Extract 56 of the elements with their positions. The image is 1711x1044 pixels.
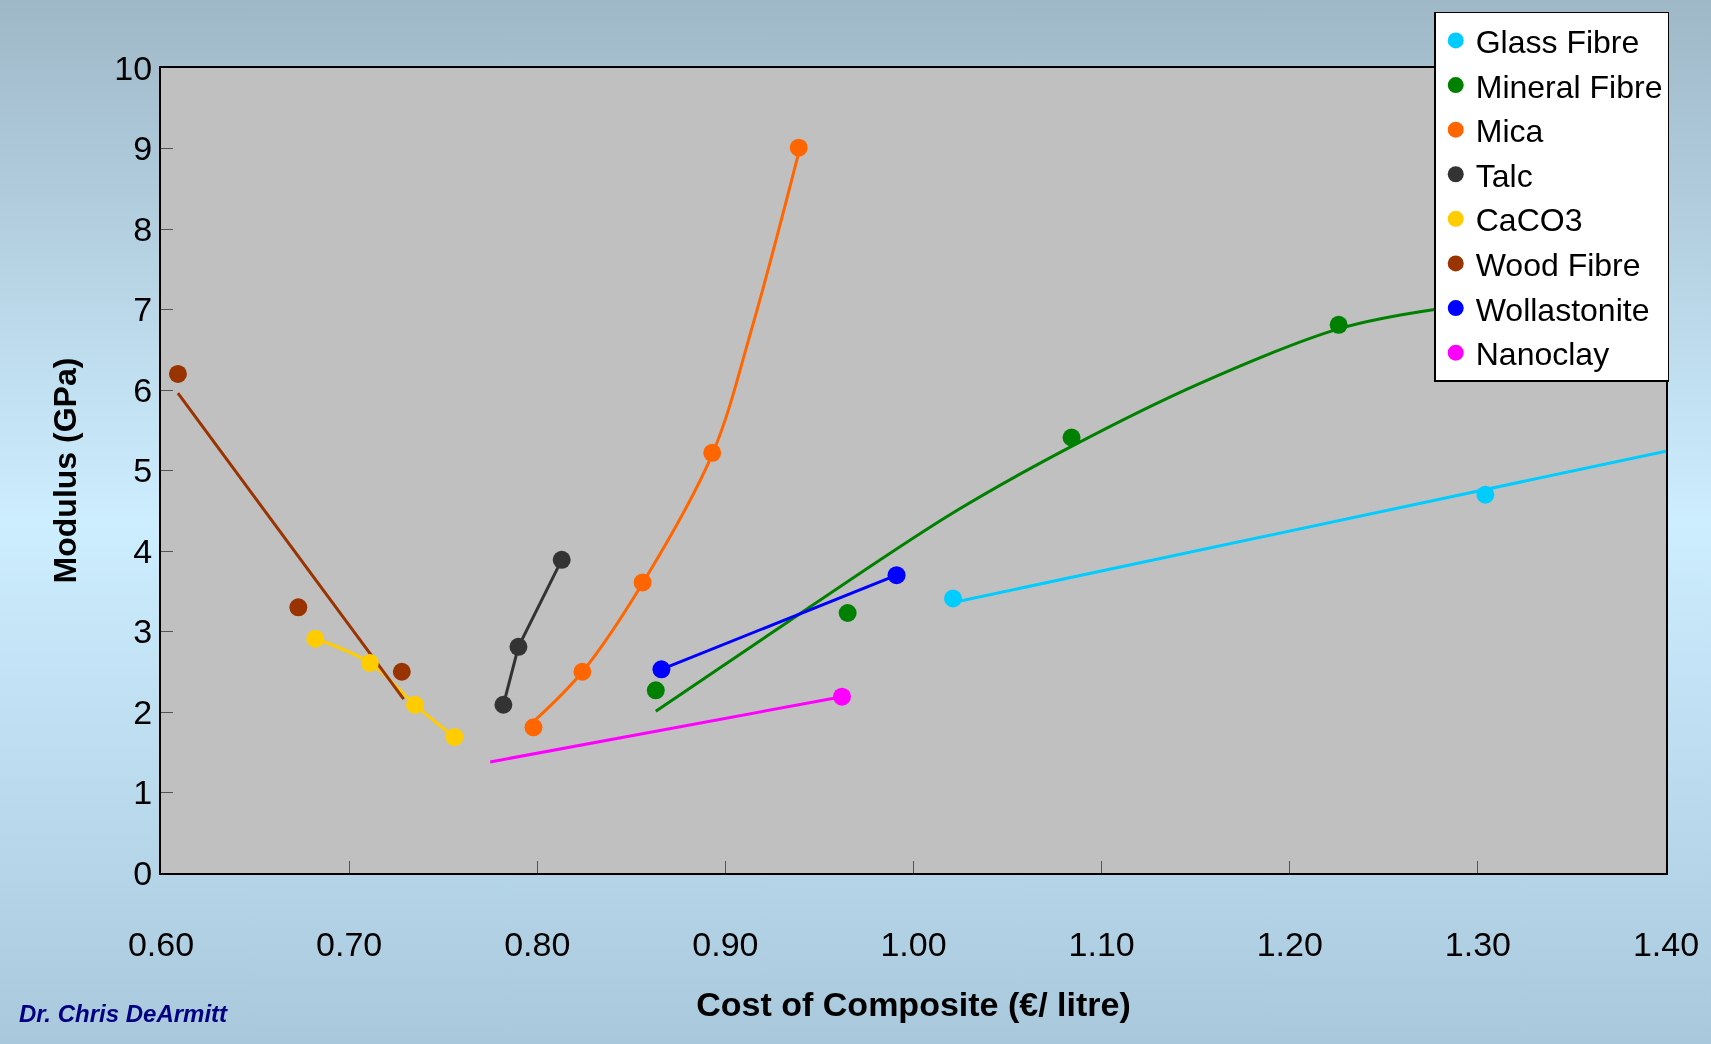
legend-label: Glass Fibre <box>1475 23 1640 60</box>
x-tick-label: 1.20 <box>1256 924 1323 963</box>
y-tick-label: 5 <box>133 451 153 490</box>
x-tick-label: 0.80 <box>504 924 571 963</box>
point <box>1329 315 1348 334</box>
x-tick-label: 1.40 <box>1632 924 1700 963</box>
point <box>703 443 722 462</box>
legend-label: CaCO3 <box>1475 202 1583 239</box>
x-axis-title: Cost of Composite (€/ litre) <box>696 984 1131 1023</box>
point <box>552 550 571 569</box>
point <box>494 695 513 714</box>
y-tick-label: 0 <box>133 853 153 892</box>
point <box>306 629 325 648</box>
line-series <box>654 308 1437 713</box>
x-tick-label: 1.10 <box>1068 924 1135 963</box>
legend-label: Talc <box>1475 157 1533 194</box>
x-tick-label: 0.90 <box>692 924 759 963</box>
text: Dr. Chris DeArmitt <box>19 1000 229 1027</box>
y-tick-label: 6 <box>133 370 153 409</box>
point <box>887 566 906 585</box>
point <box>168 364 187 383</box>
legend-label: Nanoclay <box>1475 336 1610 373</box>
point <box>789 138 808 157</box>
legend-label: Wollastonite <box>1475 291 1650 328</box>
y-tick-label: 2 <box>133 692 153 731</box>
point <box>405 695 424 714</box>
x-tick-label: 0.60 <box>127 924 195 963</box>
y-tick-label: 8 <box>133 209 153 248</box>
x-tick-label: 1.30 <box>1444 924 1511 963</box>
legend-label: Wood Fibre <box>1475 246 1641 283</box>
point <box>1476 485 1495 504</box>
point <box>646 681 665 700</box>
point <box>524 718 543 737</box>
y-axis-title: Modulus (GPa) <box>47 357 84 584</box>
y-tick-label: 7 <box>133 290 153 329</box>
y-tick-label: 9 <box>133 129 153 168</box>
x-tick-label: 0.70 <box>316 924 383 963</box>
point <box>445 727 464 746</box>
point <box>1062 428 1081 447</box>
y-tick-label: 3 <box>133 612 153 651</box>
legend-label: Mica <box>1475 113 1544 150</box>
point <box>392 662 411 681</box>
point <box>360 653 379 672</box>
point <box>289 598 308 617</box>
point <box>944 589 963 608</box>
point <box>838 603 857 622</box>
y-tick-label: 1 <box>133 773 153 812</box>
y-tick-label: 4 <box>133 531 153 570</box>
legend-label: Mineral Fibre <box>1475 68 1663 105</box>
x-tick-label: 1.00 <box>880 924 947 963</box>
point <box>633 573 652 592</box>
point <box>833 687 852 706</box>
point <box>573 662 592 681</box>
point <box>509 637 528 656</box>
y-tick-label: 10 <box>114 48 153 87</box>
point <box>652 660 671 679</box>
